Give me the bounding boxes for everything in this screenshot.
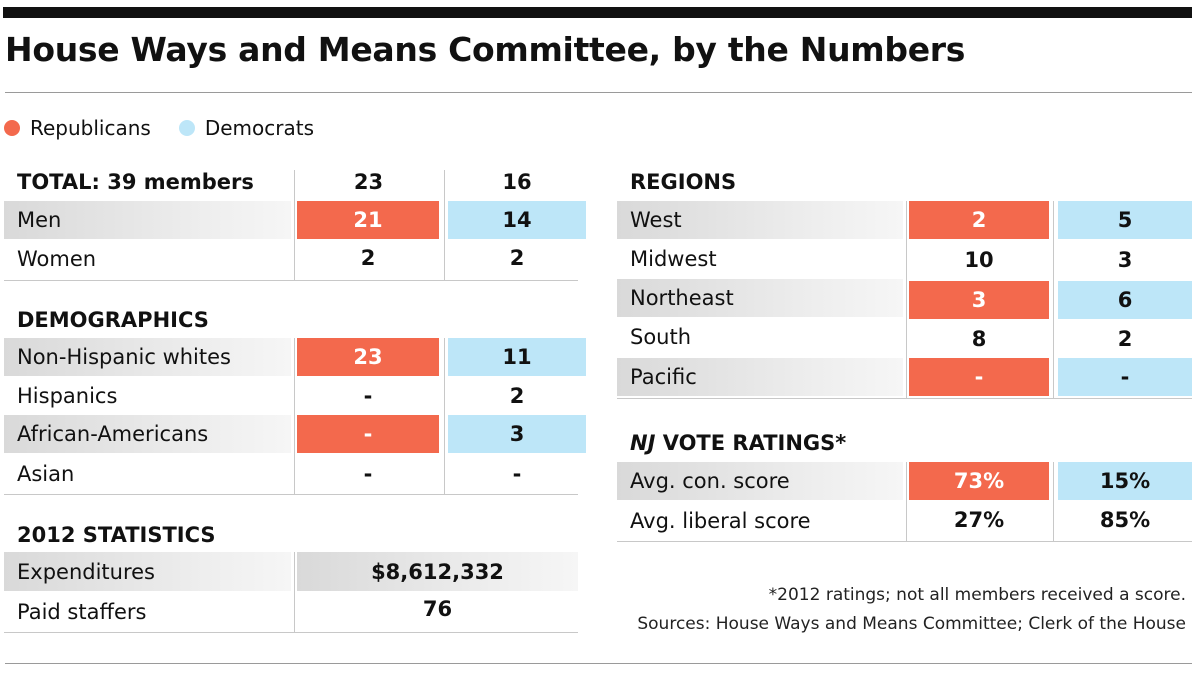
- legend-republicans: Republicans: [4, 116, 151, 140]
- row-asian-label: Asian: [17, 462, 75, 486]
- row-liberal-score-label: Avg. liberal score: [630, 509, 811, 533]
- row-hispanics-label: Hispanics: [17, 384, 118, 408]
- totals-rep: 23: [353, 170, 384, 194]
- stats-separator: [294, 552, 295, 632]
- legend-republicans-label: Republicans: [30, 116, 151, 140]
- ratings-header-rest: VOTE RATINGS*: [655, 431, 847, 455]
- totals-header: TOTAL: 39 members: [17, 170, 254, 194]
- row-african-americans-rep: -: [297, 415, 439, 453]
- row-asian-rep: -: [363, 462, 373, 486]
- bottom-divider: [5, 663, 1192, 664]
- row-hispanics-rep: -: [363, 384, 373, 408]
- row-african-americans-dem: 3: [448, 415, 586, 453]
- row-south-rep: 8: [971, 327, 987, 351]
- ratings-bottom-rule: [617, 541, 1192, 542]
- row-south-dem: 2: [1117, 327, 1133, 351]
- totals-dem: 16: [502, 170, 532, 194]
- top-rule: [3, 7, 1192, 18]
- row-whites-rep: 23: [297, 338, 439, 376]
- row-expenditures-value: $8,612,332: [297, 552, 578, 591]
- row-liberal-score-rep: 27%: [953, 508, 1005, 532]
- totals-bottom-rule: [4, 280, 578, 281]
- row-expenditures-label: Expenditures: [4, 552, 291, 591]
- statistics-bottom-rule: [4, 632, 578, 633]
- demographics-bottom-rule: [4, 494, 578, 495]
- statistics-header: 2012 STATISTICS: [17, 523, 216, 547]
- row-northeast-dem: 6: [1058, 281, 1192, 319]
- row-men-dem: 14: [448, 201, 586, 239]
- row-whites-label: Non-Hispanic whites: [4, 338, 291, 376]
- row-con-score-label: Avg. con. score: [617, 462, 903, 500]
- row-men-rep: 21: [297, 201, 439, 239]
- row-women-dem: 2: [509, 246, 525, 270]
- row-northeast-label: Northeast: [617, 279, 903, 317]
- row-south-label: South: [630, 325, 692, 349]
- legend-democrats-label: Democrats: [204, 116, 315, 140]
- row-northeast-rep: 3: [909, 281, 1049, 319]
- row-con-score-dem: 15%: [1058, 462, 1192, 500]
- row-pacific-dem: -: [1058, 358, 1192, 396]
- row-west-label: West: [617, 201, 903, 239]
- row-men-label: Men: [4, 201, 291, 239]
- demo-separator-2: [444, 338, 445, 494]
- totals-separator-2: [444, 170, 445, 280]
- sources: Sources: House Ways and Means Committee;…: [637, 614, 1186, 634]
- democrats-dot-icon: [178, 120, 195, 136]
- demo-separator-1: [294, 338, 295, 494]
- row-pacific-rep: -: [909, 358, 1049, 396]
- row-pacific-label: Pacific: [617, 358, 903, 396]
- ratings-separator-1: [906, 462, 907, 541]
- regions-bottom-rule: [617, 398, 1192, 399]
- row-midwest-rep: 10: [964, 248, 994, 272]
- regions-header: REGIONS: [630, 170, 737, 194]
- row-con-score-rep: 73%: [909, 462, 1049, 500]
- ratings-header: NJ VOTE RATINGS*: [617, 431, 846, 455]
- row-whites-dem: 11: [448, 338, 586, 376]
- row-midwest-label: Midwest: [630, 247, 717, 271]
- title-divider: [5, 92, 1192, 93]
- row-hispanics-dem: 2: [509, 384, 525, 408]
- ratings-separator-2: [1053, 462, 1054, 541]
- demographics-header: DEMOGRAPHICS: [17, 308, 209, 332]
- row-staffers-label: Paid staffers: [17, 600, 147, 624]
- row-west-dem: 5: [1058, 201, 1192, 239]
- ratings-header-prefix: NJ: [630, 431, 656, 455]
- row-asian-dem: -: [512, 462, 522, 486]
- row-women-rep: 2: [360, 246, 376, 270]
- legend-democrats: Democrats: [178, 116, 315, 140]
- row-women-label: Women: [17, 247, 97, 271]
- republicans-dot-icon: [4, 120, 20, 136]
- footnote: *2012 ratings; not all members received …: [768, 585, 1186, 605]
- row-midwest-dem: 3: [1117, 248, 1133, 272]
- regions-separator-2: [1053, 201, 1054, 398]
- regions-separator-1: [906, 201, 907, 398]
- row-staffers-value: 76: [422, 597, 453, 621]
- totals-separator-1: [294, 170, 295, 280]
- page-title: House Ways and Means Committee, by the N…: [5, 30, 966, 69]
- legend: Republicans Democrats: [4, 116, 342, 140]
- row-liberal-score-dem: 85%: [1099, 508, 1151, 532]
- row-west-rep: 2: [909, 201, 1049, 239]
- row-african-americans-label: African-Americans: [4, 415, 291, 453]
